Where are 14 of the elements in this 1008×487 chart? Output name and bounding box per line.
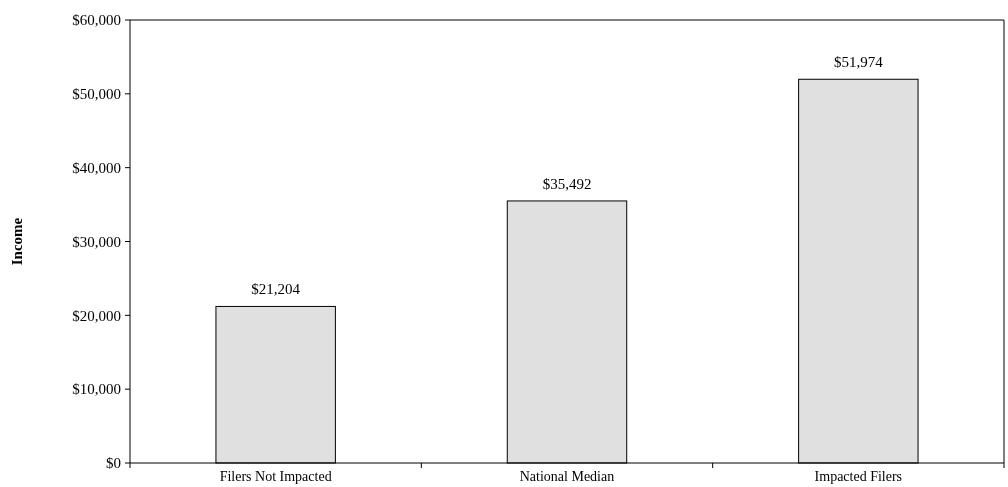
x-tick-label: Impacted Filers — [814, 469, 903, 484]
y-tick-label: $0 — [106, 455, 121, 472]
x-tick-label: Filers Not Impacted — [219, 469, 332, 484]
data-label: $51,974 — [833, 54, 884, 71]
y-tick-label: $10,000 — [72, 381, 121, 398]
x-tick-label: National Median — [519, 469, 615, 484]
y-tick-label: $60,000 — [72, 12, 121, 29]
y-axis-title: Income — [9, 217, 25, 266]
data-label: $21,204 — [251, 281, 301, 298]
y-tick-label: $20,000 — [72, 307, 121, 324]
y-tick-label: $40,000 — [72, 159, 121, 176]
y-tick-label: $30,000 — [72, 233, 121, 250]
data-label: $35,492 — [542, 175, 592, 192]
y-tick-label: $50,000 — [72, 86, 121, 103]
